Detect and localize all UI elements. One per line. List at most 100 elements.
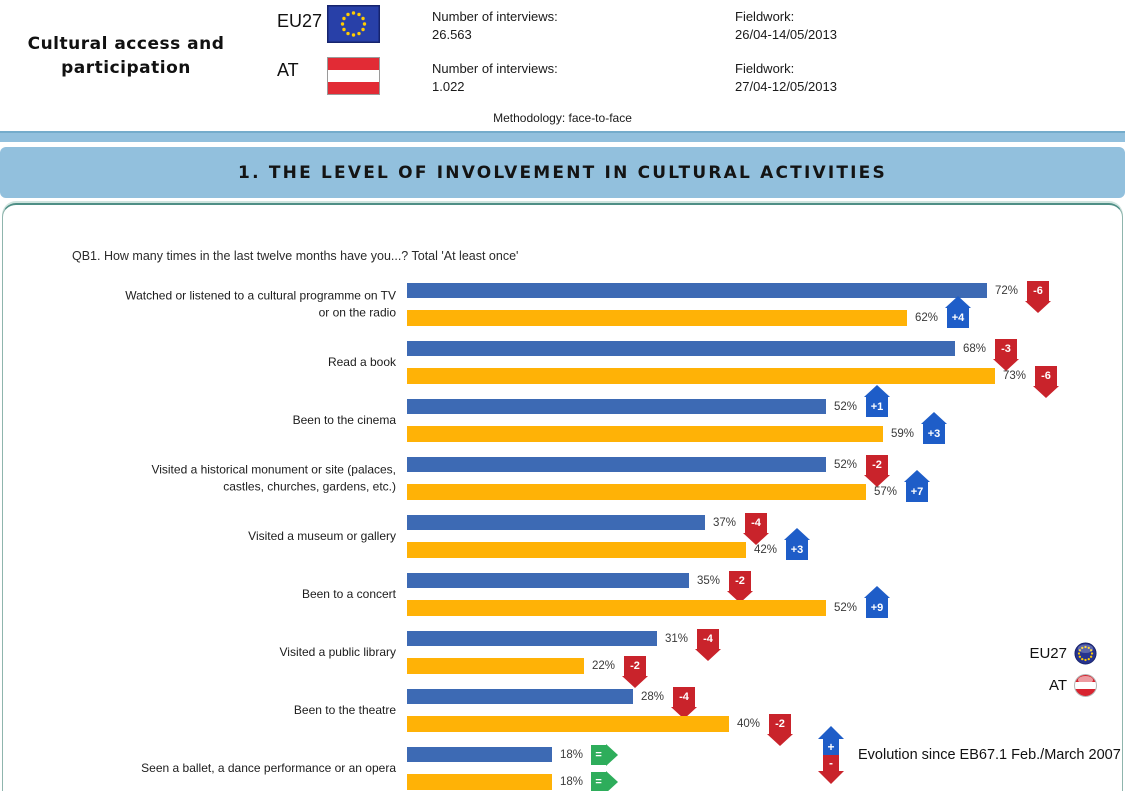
bar-row-eu27: 52% -2 — [407, 454, 891, 487]
equal-arrow-point-icon — [606, 743, 619, 766]
bar-row-eu27: 52% +1 — [407, 384, 891, 417]
change-value: = — [591, 772, 607, 791]
change-value: -6 — [1035, 366, 1058, 386]
bar-row-at: 59% +3 — [407, 412, 948, 444]
bar-at — [407, 368, 995, 384]
change-down-arrow: -2 — [864, 454, 891, 487]
eu27-label: EU27 — [277, 11, 323, 31]
bar-row-eu27: 37% -4 — [407, 512, 770, 545]
bar-value: 57% — [874, 486, 898, 498]
at-interviews-block: Number of interviews: 1.022 — [432, 60, 558, 96]
bar-value: 62% — [915, 312, 939, 324]
bar-row-at: 73% -6 — [407, 366, 1060, 398]
down-arrow-point-icon — [727, 590, 754, 603]
change-value: -4 — [673, 686, 696, 707]
change-value: -2 — [729, 570, 752, 591]
up-arrow-point-icon — [864, 384, 891, 397]
eu-fieldwork-label: Fieldwork: — [735, 9, 795, 24]
category-label: Been to a concert — [301, 586, 396, 601]
change-down-arrow: -4 — [743, 512, 770, 545]
bar-at — [407, 658, 584, 674]
down-arrow-point-icon — [864, 474, 891, 487]
change-down-arrow: -4 — [695, 628, 722, 661]
bar-at — [407, 600, 826, 616]
bar-at — [407, 774, 552, 790]
category-label: Seen a ballet, a dance performance or an… — [141, 760, 396, 775]
bar-eu27 — [407, 283, 987, 298]
bar-eu27 — [407, 573, 689, 588]
bar-value: 72% — [995, 284, 1019, 297]
change-value: -4 — [745, 512, 768, 533]
bar-eu27 — [407, 747, 552, 762]
bar-value: 42% — [754, 544, 778, 556]
change-down-arrow: -6 — [1033, 366, 1060, 398]
change-value: = — [591, 744, 607, 765]
minus-symbol: - — [823, 755, 839, 771]
bar-at — [407, 542, 746, 558]
up-arrow-point-icon — [784, 528, 811, 540]
bar-row-eu27: 72% -6 — [407, 280, 1052, 313]
at-fieldwork-block: Fieldwork: 27/04-12/05/2013 — [735, 60, 837, 96]
change-down-arrow: -6 — [1025, 280, 1052, 313]
bar-eu27 — [407, 341, 955, 356]
bar-at — [407, 716, 729, 732]
bar-row-at: 22% -2 — [407, 656, 649, 688]
bar-at — [407, 484, 866, 500]
change-value: -2 — [624, 656, 647, 676]
bar-row-eu27: 28% -4 — [407, 686, 698, 719]
bar-value: 52% — [834, 602, 858, 614]
bar-row-at: 42% +3 — [407, 528, 811, 560]
down-arrow-point-icon — [671, 706, 698, 719]
plus-symbol: + — [823, 739, 839, 755]
eu-fieldwork-value: 26/04-14/05/2013 — [735, 27, 837, 42]
change-down-arrow: -3 — [993, 338, 1020, 371]
evolution-arrows: + - — [818, 726, 844, 784]
chart-question-title: QB1. How many times in the last twelve m… — [72, 249, 519, 263]
bar-value: 40% — [737, 718, 761, 730]
legend-item-eu27: EU27 — [1029, 642, 1097, 665]
bar-value: 73% — [1003, 370, 1027, 382]
bar-eu27 — [407, 399, 826, 414]
at-fieldwork-label: Fieldwork: — [735, 61, 795, 76]
category-label: Visited a historical monument or site (p… — [151, 462, 396, 494]
bar-row-eu27: 68% -3 — [407, 338, 1020, 371]
down-arrow-point-icon — [1033, 386, 1060, 398]
change-value: +4 — [947, 308, 970, 328]
at-label: AT — [277, 60, 299, 80]
bar-row-eu27: 31% -4 — [407, 628, 722, 661]
page-title: Cultural access and participation — [27, 34, 225, 78]
bar-value: 52% — [834, 458, 858, 471]
down-arrow-point-icon — [743, 532, 770, 545]
bar-row-eu27: 18% = — [407, 743, 619, 766]
bar-value: 59% — [891, 428, 915, 440]
bar-row-eu27: 35% -2 — [407, 570, 754, 603]
bar-value: 68% — [963, 342, 987, 355]
bar-row-at: 52% +9 — [407, 586, 891, 618]
bar-value: 22% — [592, 660, 616, 672]
section-banner: 1. THE LEVEL OF INVOLVEMENT IN CULTURAL … — [0, 147, 1125, 198]
change-value: -3 — [995, 338, 1018, 359]
evolution-note: Evolution since EB67.1 Feb./March 2007 — [858, 747, 1121, 763]
bar-row-at: 57% +7 — [407, 470, 931, 502]
divider-strip — [0, 131, 1125, 142]
change-up-arrow: +1 — [864, 384, 891, 417]
bar-value: 35% — [697, 574, 721, 587]
change-value: +3 — [786, 540, 809, 560]
category-label: Read a book — [327, 354, 396, 369]
change-value: -6 — [1027, 280, 1050, 301]
bar-value: 28% — [641, 690, 665, 703]
change-down-arrow: -2 — [767, 714, 794, 746]
bar-eu27 — [407, 631, 657, 646]
change-value: +7 — [906, 482, 929, 502]
down-arrow-point-icon — [993, 358, 1020, 371]
bar-at — [407, 426, 883, 442]
eu-interviews-label: Number of interviews: — [432, 9, 558, 24]
bar-value: 18% — [560, 776, 584, 788]
change-equal-arrow: = — [591, 743, 619, 766]
change-up-arrow: +9 — [864, 586, 891, 618]
change-value: -2 — [769, 714, 792, 734]
at-interviews-value: 1.022 — [432, 79, 465, 94]
category-label: Been to the theatre — [293, 702, 396, 717]
